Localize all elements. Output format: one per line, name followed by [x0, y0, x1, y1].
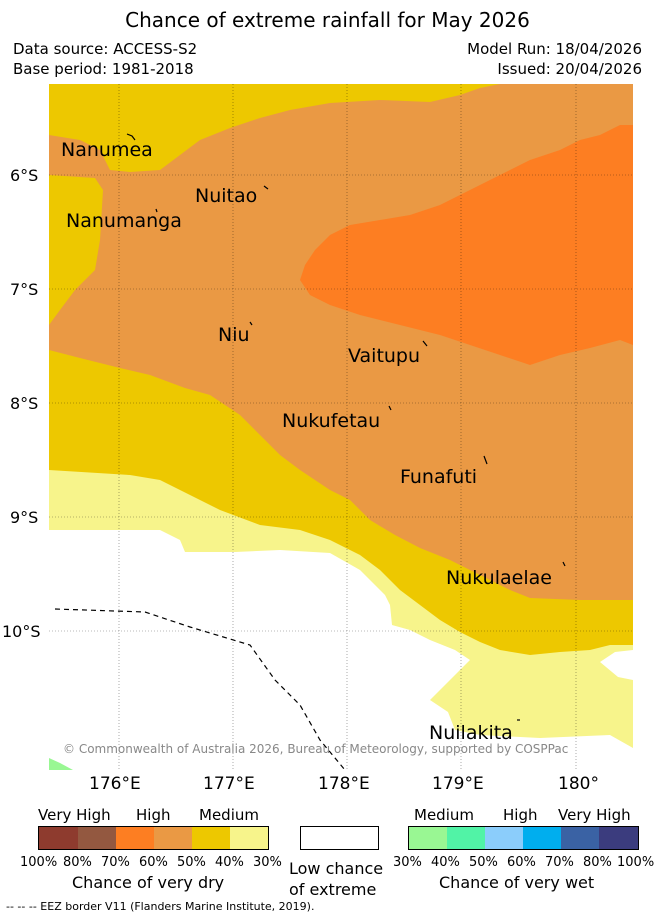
legend-dry-swatch-80-100 — [39, 827, 78, 849]
legend-dry-pct-70: 70% — [101, 855, 130, 870]
zone-60-70-dry — [300, 125, 633, 365]
legend-low-line1: Low chance — [289, 859, 384, 878]
legend-wet-swatch-70-80 — [561, 827, 599, 849]
legend-wet-pct-80: 80% — [583, 855, 612, 870]
lon-tick-177e: 177°E — [203, 774, 255, 794]
legend-dry-title: Chance of very dry — [72, 873, 225, 892]
label-nuitao: Nuitao — [195, 185, 258, 207]
legend-dry-colorbar — [38, 826, 269, 850]
legend-dry-swatch-50-60 — [154, 827, 192, 849]
legend-dry-high: High — [136, 806, 171, 824]
lat-tick-10s: 10°S — [2, 622, 41, 641]
island-outlines — [126, 133, 566, 721]
label-nanumea: Nanumea — [61, 139, 153, 161]
legend-wet-swatch-60-70 — [523, 827, 561, 849]
legend-wet-swatch-50-60 — [485, 827, 523, 849]
legend-dry-swatch-40-50 — [192, 827, 230, 849]
issued-date: Issued: 20/04/2026 — [497, 60, 642, 78]
lon-tick-179e: 179°E — [432, 774, 484, 794]
model-run: Model Run: 18/04/2026 — [467, 40, 642, 58]
legend-dry-swatch-70-80 — [78, 827, 116, 849]
legend-wet-title: Chance of very wet — [439, 873, 595, 892]
legend-wet-pct-30: 30% — [393, 855, 422, 870]
legend-wet-high: High — [503, 806, 538, 824]
label-nanumanga: Nanumanga — [66, 210, 182, 232]
legend-wet-medium: Medium — [414, 806, 474, 824]
base-period: Base period: 1981-2018 — [13, 60, 194, 78]
legend-wet-pct-100: 100% — [617, 855, 655, 870]
legend-dry-pct-30: 30% — [253, 855, 282, 870]
legend-wet-swatch-80-100 — [599, 827, 638, 849]
legend-dry-pct-100: 100% — [20, 855, 58, 870]
legend-dry-very-high: Very High — [38, 806, 111, 824]
legend-wet-pct-60: 60% — [507, 855, 536, 870]
eez-border-note: -- -- -- EEZ border V11 (Flanders Marine… — [6, 900, 315, 913]
lat-tick-6s: 6°S — [10, 166, 39, 185]
lon-tick-178e: 178°E — [318, 774, 370, 794]
label-niu: Niu — [218, 324, 250, 346]
label-nukulaelae: Nukulaelae — [446, 567, 552, 589]
lat-tick-9s: 9°S — [10, 508, 39, 527]
label-nukufetau: Nukufetau — [282, 410, 381, 432]
legend-wet-swatch-30-40 — [409, 827, 447, 849]
lat-tick-7s: 7°S — [10, 280, 39, 299]
legend-low-swatch — [300, 826, 379, 850]
legend-dry-medium: Medium — [199, 806, 259, 824]
map-title: Chance of extreme rainfall for May 2026 — [125, 8, 530, 32]
legend-wet-pct-40: 40% — [431, 855, 460, 870]
legend-dry-swatch-60-70 — [116, 827, 154, 849]
label-vaitupu: Vaitupu — [348, 345, 421, 367]
zone-30-40-wet — [49, 758, 73, 770]
legend-low-line2: of extreme — [289, 880, 377, 899]
legend-dry-pct-40: 40% — [215, 855, 244, 870]
legend-dry-pct-80: 80% — [63, 855, 92, 870]
legend-dry-pct-50: 50% — [177, 855, 206, 870]
legend-wet-very-high: Very High — [558, 806, 631, 824]
legend-wet-pct-70: 70% — [545, 855, 574, 870]
label-nuilakita: Nuilakita — [429, 722, 513, 744]
label-funafuti: Funafuti — [400, 466, 478, 488]
data-source: Data source: ACCESS-S2 — [13, 40, 198, 58]
legend-wet-pct-50: 50% — [469, 855, 498, 870]
legend-wet-swatch-40-50 — [447, 827, 485, 849]
copyright-notice: © Commonwealth of Australia 2026, Bureau… — [63, 742, 569, 756]
lon-tick-176e: 176°E — [89, 774, 141, 794]
low-chance-notch — [600, 650, 633, 680]
legend-wet-colorbar — [408, 826, 639, 850]
graticule — [49, 84, 633, 770]
legend-dry-swatch-30-40 — [230, 827, 268, 849]
zone-40-50-dry-west — [49, 175, 103, 325]
legend-dry-pct-60: 60% — [139, 855, 168, 870]
lat-tick-8s: 8°S — [10, 394, 39, 413]
lon-tick-180: 180° — [558, 774, 599, 794]
